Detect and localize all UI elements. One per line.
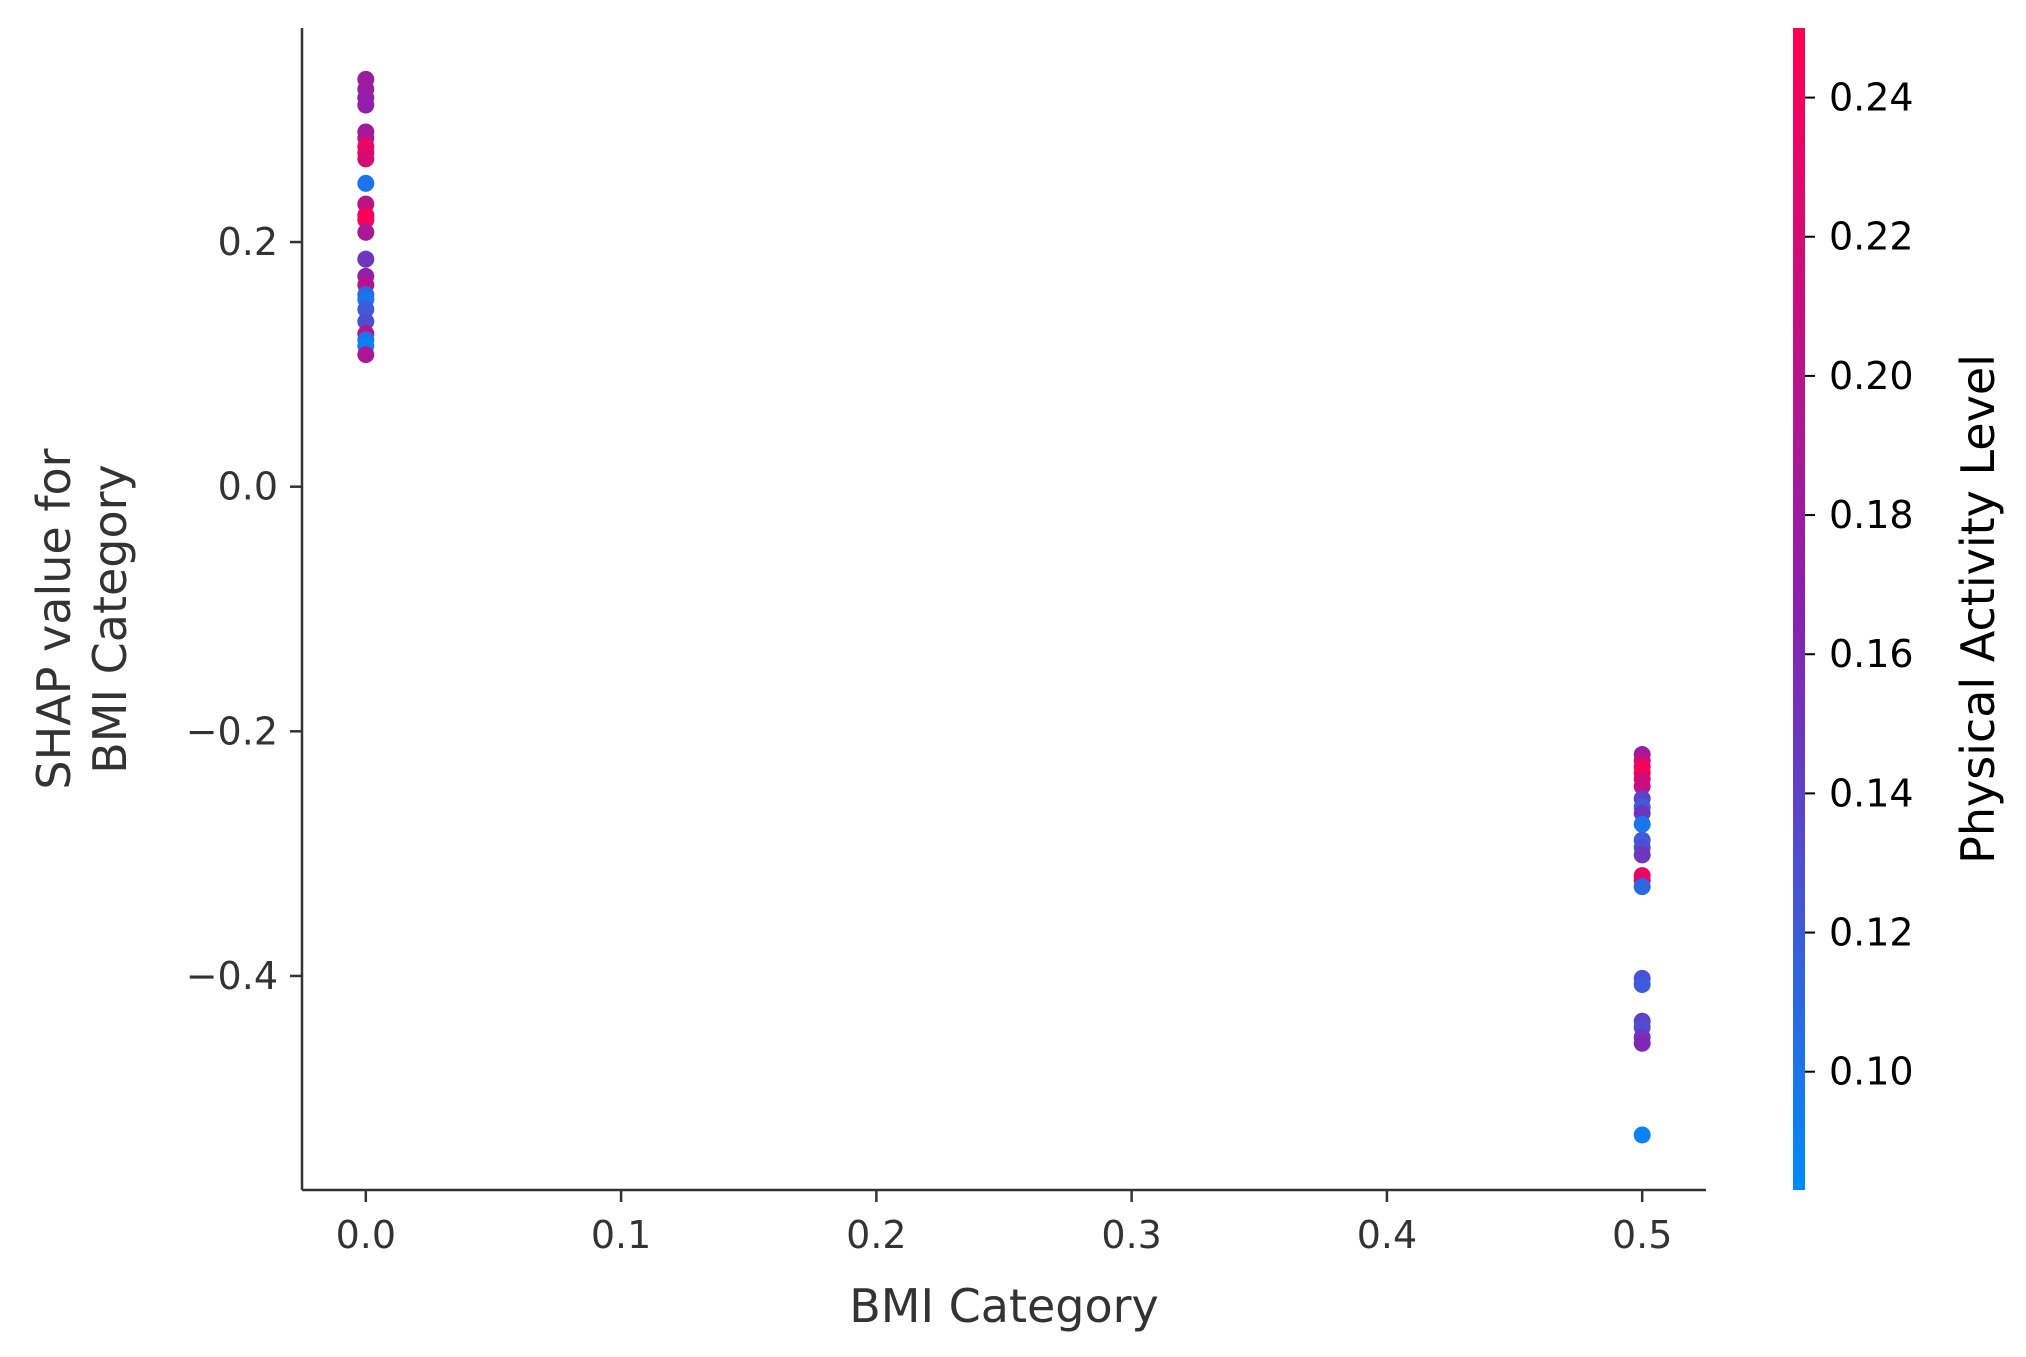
data-point bbox=[357, 211, 375, 229]
colorbar-tick-label: 0.12 bbox=[1829, 911, 1914, 955]
x-tick-label: 0.5 bbox=[1612, 1213, 1672, 1257]
x-tick-label: 0.4 bbox=[1357, 1213, 1417, 1257]
colorbar-tick-label: 0.16 bbox=[1829, 632, 1914, 676]
data-point bbox=[1633, 1034, 1651, 1052]
data-point bbox=[357, 300, 375, 318]
x-axis-label: BMI Category bbox=[849, 1279, 1159, 1333]
colorbar-gradient bbox=[1793, 28, 1805, 1190]
y-tick-label: 0.0 bbox=[218, 465, 278, 509]
colorbar-tick-label: 0.18 bbox=[1829, 493, 1914, 537]
colorbar-tick-label: 0.10 bbox=[1829, 1050, 1914, 1094]
colorbar-tick-label: 0.22 bbox=[1829, 215, 1914, 259]
axes-layer: 0.0 0.1 0.2 0.3 0.4 0.5 0.2 0.0 −0.2 −0.4 bbox=[186, 28, 1706, 1257]
data-point bbox=[1633, 1126, 1651, 1144]
data-point bbox=[1633, 846, 1651, 864]
data-point bbox=[357, 313, 375, 331]
colorbar-tick-label: 0.24 bbox=[1829, 76, 1914, 120]
y-tick-label: 0.2 bbox=[218, 220, 278, 264]
x-tick-label: 0.0 bbox=[336, 1213, 396, 1257]
y-tick-label: −0.4 bbox=[186, 954, 278, 998]
data-point bbox=[1633, 777, 1651, 795]
colorbar-tick-label: 0.14 bbox=[1829, 771, 1914, 815]
data-point bbox=[357, 346, 375, 364]
y-axis-label: SHAP value forBMI Category bbox=[27, 448, 137, 789]
points-layer bbox=[357, 70, 1651, 1144]
y-axis-label-line: SHAP value for bbox=[27, 448, 81, 789]
data-point bbox=[1633, 878, 1651, 896]
x-tick-label: 0.1 bbox=[591, 1213, 651, 1257]
data-point bbox=[1633, 976, 1651, 994]
data-point bbox=[357, 150, 375, 168]
colorbar-tick-label: 0.20 bbox=[1829, 354, 1914, 398]
data-point bbox=[357, 223, 375, 241]
colorbar: 0.10 0.12 0.14 0.16 0.18 0.20 0.22 0.24 Physical… bbox=[1793, 28, 2005, 1190]
y-axis-label-line: BMI Category bbox=[83, 464, 137, 774]
data-point bbox=[357, 250, 375, 268]
colorbar-label: Physical Activity Level bbox=[1951, 354, 2005, 864]
x-tick-label: 0.2 bbox=[846, 1213, 906, 1257]
y-tick-label: −0.2 bbox=[186, 709, 278, 753]
data-point bbox=[1633, 815, 1651, 833]
data-point bbox=[357, 174, 375, 192]
x-tick-label: 0.3 bbox=[1101, 1213, 1161, 1257]
data-point bbox=[357, 96, 375, 114]
